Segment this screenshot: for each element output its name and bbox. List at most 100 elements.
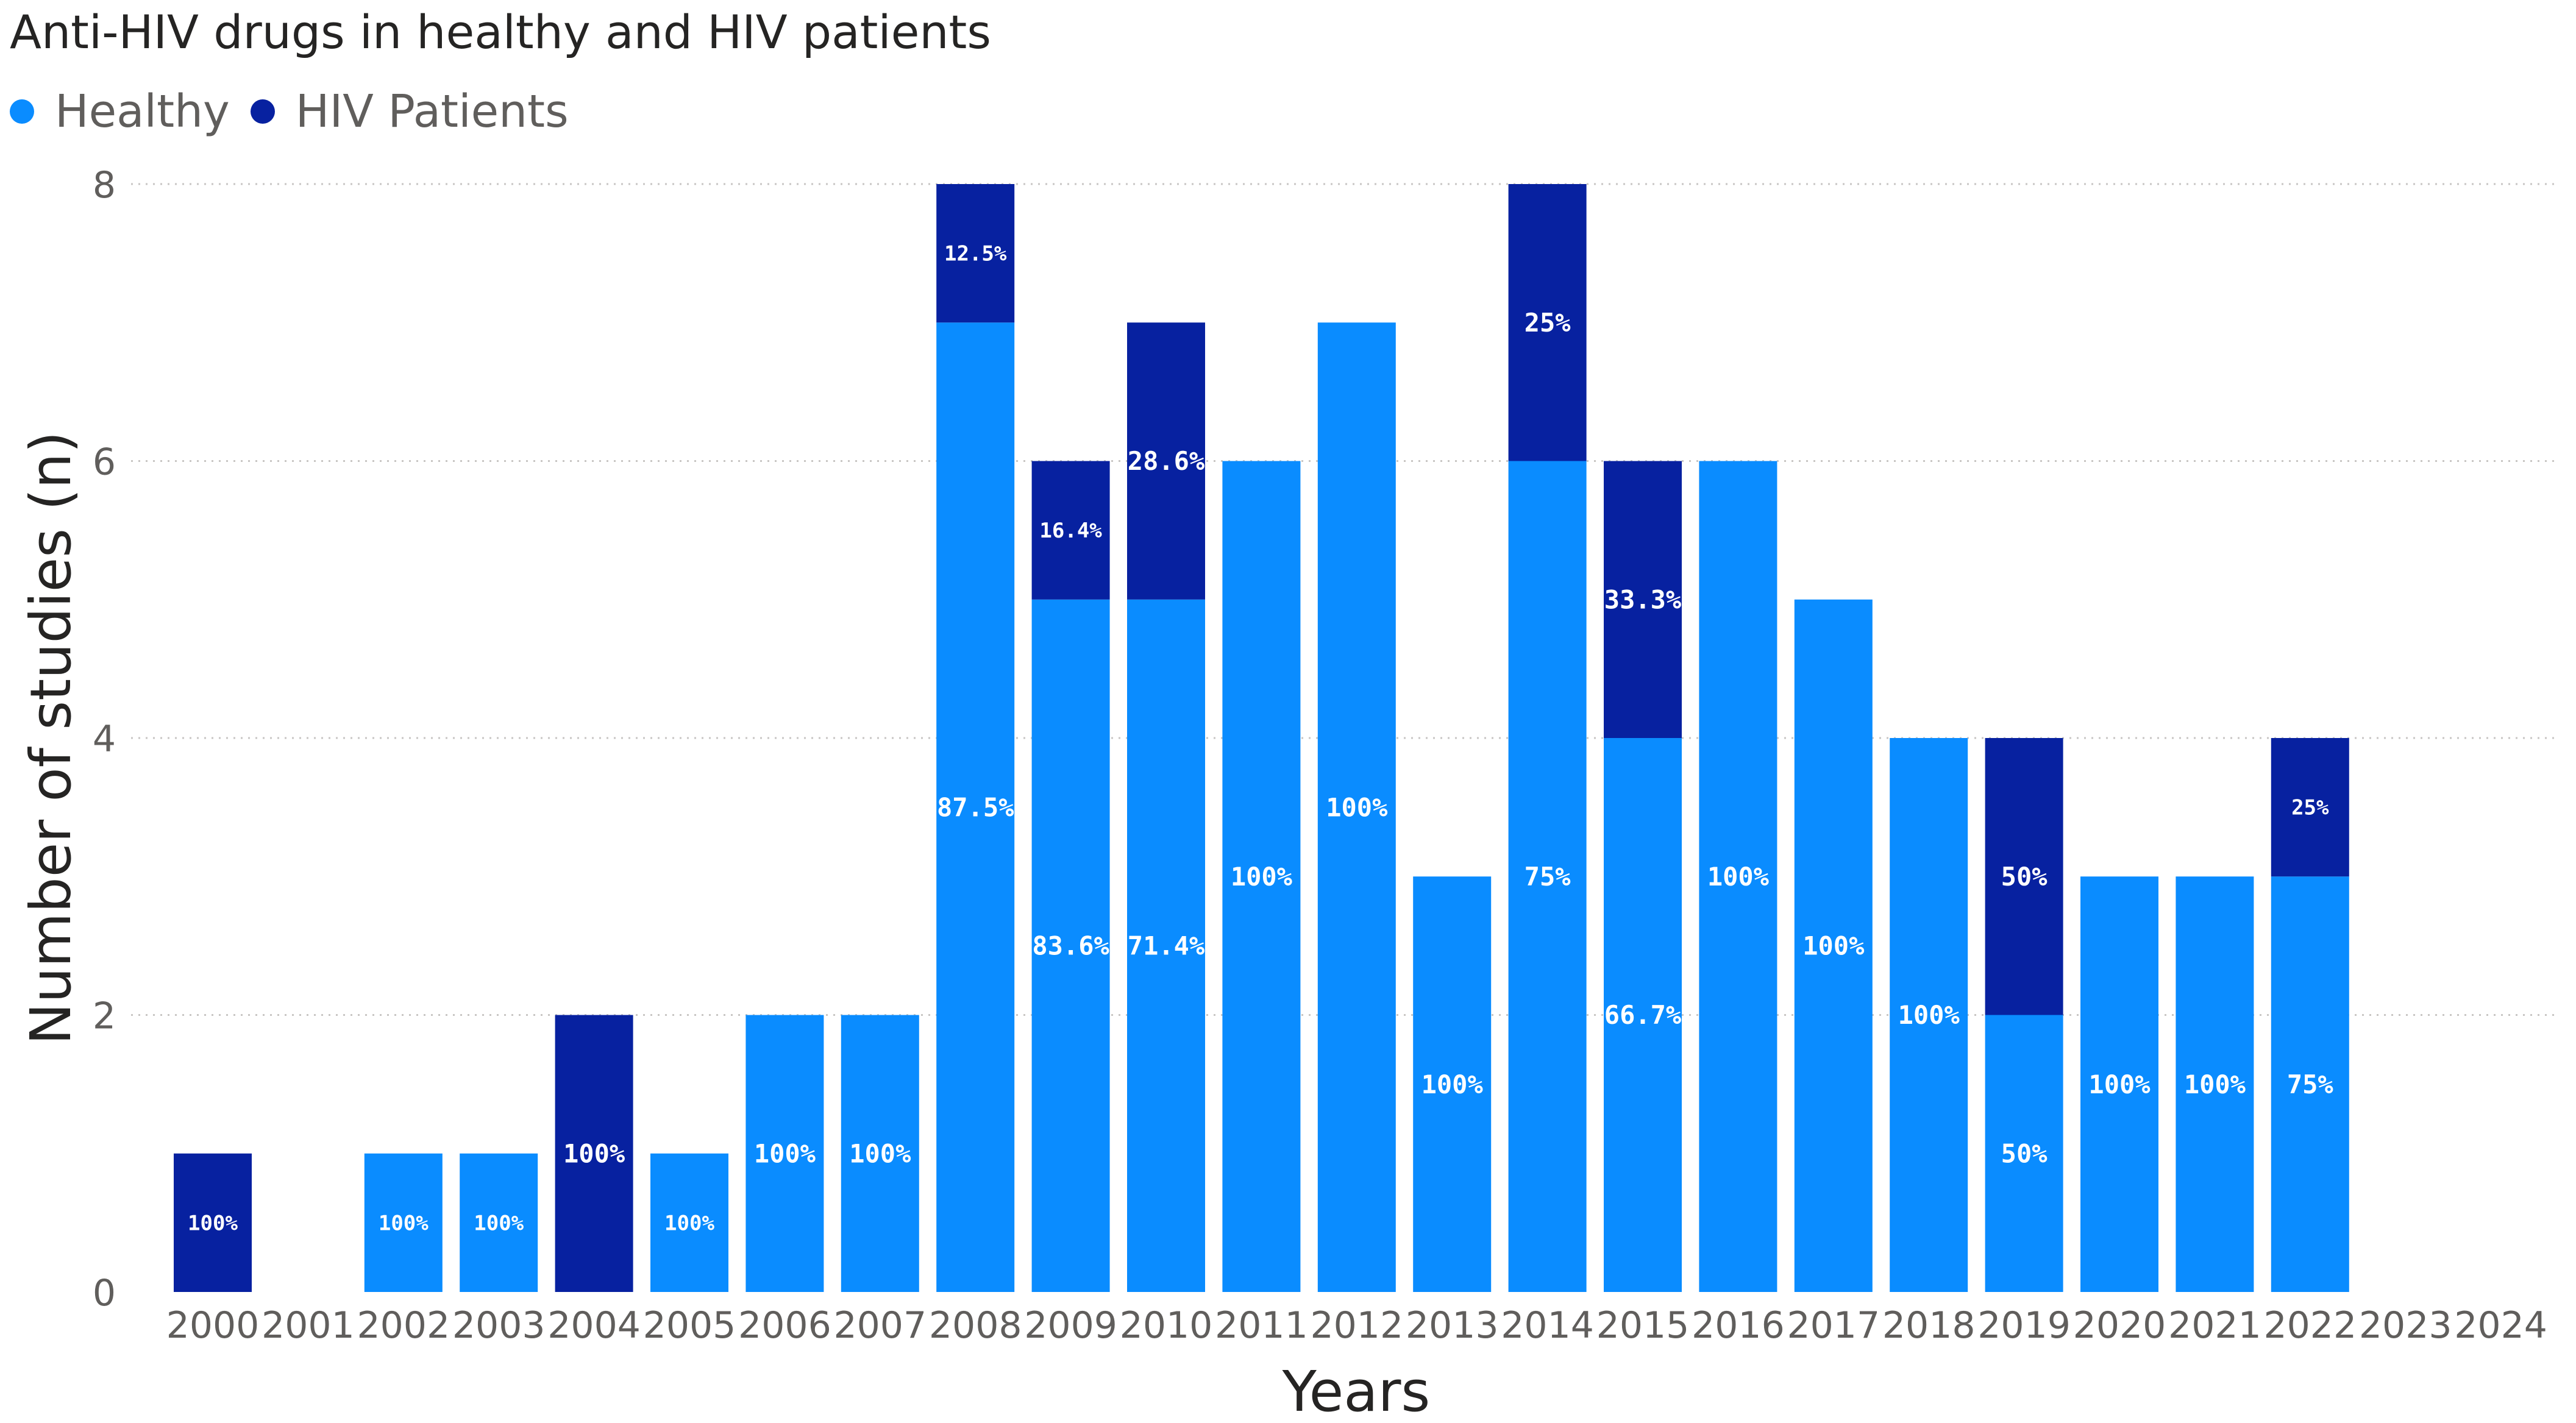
- legend-dot-healthy: [10, 99, 34, 124]
- y-tick-label: 6: [93, 441, 116, 484]
- chart-title: Anti-HIV drugs in healthy and HIV patien…: [10, 5, 991, 59]
- bar-healthy-2020[interactable]: [2080, 876, 2158, 1292]
- bar-healthy-2021[interactable]: [2176, 876, 2254, 1292]
- x-tick-label: 2016: [1692, 1304, 1785, 1347]
- bar-labels: 100% 100% 100% 100% 100% 100% 100% 87.5% 12.5% 83…: [188, 242, 2333, 1236]
- bar-hiv-patients-2000[interactable]: [174, 1153, 252, 1292]
- x-tick-label: 2022: [2263, 1304, 2357, 1347]
- bar-hiv-patients-2004[interactable]: [555, 1015, 633, 1293]
- bar-data-label: 50%: [2001, 1138, 2048, 1168]
- bar-healthy-2022[interactable]: [2271, 876, 2349, 1292]
- bar-healthy-2015[interactable]: [1604, 738, 1682, 1292]
- bar-hiv-patients-2022[interactable]: [2271, 738, 2349, 877]
- bar-healthy-2010[interactable]: [1127, 599, 1205, 1292]
- bar-data-label: 100%: [664, 1211, 714, 1235]
- y-tick-label: 0: [93, 1272, 116, 1315]
- bar-data-label: 83.6%: [1032, 931, 1109, 961]
- bar-data-label: 100%: [1421, 1070, 1483, 1099]
- bar-data-label: 100%: [188, 1211, 238, 1235]
- bar-hiv-patients-2019[interactable]: [1985, 738, 2063, 1015]
- bar-healthy-2005[interactable]: [650, 1153, 728, 1292]
- legend-item-healthy[interactable]: Healthy: [10, 85, 230, 138]
- x-tick-label: 2009: [1024, 1304, 1117, 1347]
- x-tick-label: 2018: [1882, 1304, 1976, 1347]
- x-tick-label: 2024: [2454, 1304, 2547, 1347]
- bar-data-label: 100%: [1802, 931, 1864, 961]
- y-tick-label: 2: [93, 995, 116, 1038]
- legend-label-hiv-patients: HIV Patients: [295, 85, 569, 138]
- x-tick-label: 2006: [738, 1304, 831, 1347]
- bar-healthy-2009[interactable]: [1031, 599, 1110, 1292]
- bar-healthy-2016[interactable]: [1699, 461, 1777, 1293]
- bar-healthy-2003[interactable]: [460, 1153, 538, 1292]
- x-tick-label: 2013: [1406, 1304, 1499, 1347]
- y-axis: 0 2 4 6 8: [93, 164, 116, 1315]
- bar-hiv-patients-2014[interactable]: [1508, 184, 1587, 461]
- bar-data-label: 100%: [2088, 1070, 2150, 1099]
- x-axis-title: Years: [1282, 1359, 1431, 1423]
- bar-data-label: 100%: [1326, 792, 1387, 822]
- x-tick-label: 2000: [166, 1304, 260, 1347]
- bar-healthy-2019[interactable]: [1985, 1015, 2063, 1293]
- bar-healthy-2014[interactable]: [1508, 461, 1587, 1293]
- bar-data-label: 100%: [1231, 862, 1292, 892]
- x-tick-label: 2021: [2168, 1304, 2261, 1347]
- bar-healthy-2013[interactable]: [1413, 876, 1492, 1292]
- y-tick-label: 8: [93, 164, 116, 207]
- bar-healthy-2007[interactable]: [841, 1015, 919, 1293]
- bar-data-label: 100%: [849, 1138, 911, 1168]
- bar-data-label: 100%: [563, 1138, 625, 1168]
- x-tick-label: 2011: [1215, 1304, 1308, 1347]
- y-axis-title: Number of studies (n): [18, 431, 84, 1045]
- bar-healthy-2002[interactable]: [364, 1153, 443, 1292]
- bar-data-label: 100%: [474, 1211, 524, 1235]
- x-tick-label: 2002: [357, 1304, 450, 1347]
- x-tick-label: 2023: [2359, 1304, 2452, 1347]
- bar-data-label: 71.4%: [1128, 931, 1204, 961]
- bar-healthy-2011[interactable]: [1222, 461, 1301, 1293]
- x-tick-label: 2010: [1120, 1304, 1213, 1347]
- legend-label-healthy: Healthy: [55, 85, 230, 138]
- x-tick-label: 2003: [452, 1304, 546, 1347]
- bar-data-label: 16.4%: [1039, 519, 1102, 543]
- x-tick-label: 2004: [547, 1304, 641, 1347]
- bar-data-label: 75%: [1525, 862, 1571, 892]
- bar-data-label: 33.3%: [1604, 584, 1681, 614]
- x-tick-label: 2008: [929, 1304, 1022, 1347]
- x-tick-label: 2017: [1787, 1304, 1880, 1347]
- bar-data-label: 66.7%: [1604, 1000, 1681, 1030]
- bar-healthy-2006[interactable]: [745, 1015, 824, 1293]
- bar-data-label: 50%: [2001, 862, 2048, 892]
- x-tick-label: 2012: [1310, 1304, 1403, 1347]
- bar-hiv-patients-2015[interactable]: [1604, 461, 1682, 739]
- x-tick-label: 2007: [833, 1304, 927, 1347]
- bar-data-label: 87.5%: [937, 792, 1014, 822]
- bar-data-label: 28.6%: [1128, 446, 1204, 476]
- bar-hiv-patients-2009[interactable]: [1031, 461, 1110, 600]
- bar-data-label: 75%: [2287, 1070, 2333, 1099]
- bar-data-label: 25%: [2291, 796, 2329, 820]
- bar-healthy-2017[interactable]: [1794, 599, 1873, 1292]
- bar-data-label: 100%: [1898, 1000, 1960, 1030]
- x-axis: 2000 2001 2002 2003 2004 2005 2006 2007 2008 2009…: [166, 1304, 2547, 1347]
- x-tick-label: 2001: [262, 1304, 355, 1347]
- legend-item-hiv-patients[interactable]: HIV Patients: [250, 85, 569, 138]
- x-tick-label: 2020: [2073, 1304, 2166, 1347]
- x-tick-label: 2005: [643, 1304, 736, 1347]
- x-tick-label: 2019: [1977, 1304, 2071, 1347]
- bar-data-label: 12.5%: [944, 242, 1007, 266]
- x-tick-label: 2014: [1501, 1304, 1594, 1347]
- bar-healthy-2008[interactable]: [936, 322, 1015, 1292]
- legend: Healthy HIV Patients: [10, 85, 589, 138]
- bar-data-label: 25%: [1525, 308, 1571, 338]
- bar-data-label: 100%: [1707, 862, 1769, 892]
- bar-hiv-patients-2010[interactable]: [1127, 322, 1205, 600]
- y-tick-label: 4: [93, 718, 116, 761]
- bar-healthy-2018[interactable]: [1890, 738, 1968, 1292]
- bar-healthy-2012[interactable]: [1317, 322, 1396, 1292]
- bar-data-label: 100%: [379, 1211, 429, 1235]
- bar-hiv-patients-2008[interactable]: [936, 184, 1015, 323]
- bar-data-label: 100%: [2184, 1070, 2246, 1099]
- bar-data-label: 100%: [754, 1138, 816, 1168]
